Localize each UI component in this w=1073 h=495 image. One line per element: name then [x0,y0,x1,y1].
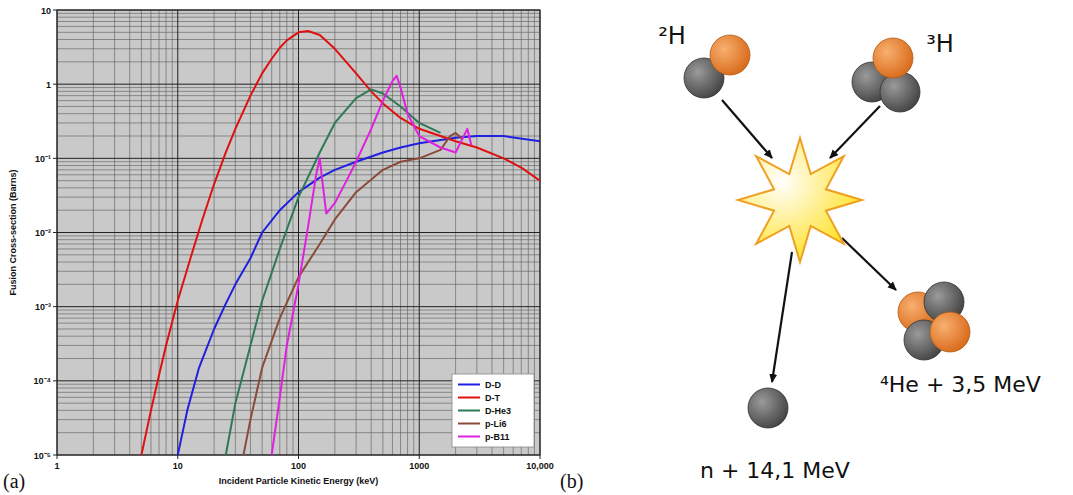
grid-y [57,232,540,233]
figure: 1 10 100 1000 10,000 10 1 10⁻¹ 10⁻² 10⁻³ 10⁻⁴ 10⁻⁵ I… [0,0,1073,495]
panel-label: (b) [560,470,583,493]
legend-label: p-Li6 [485,419,507,429]
legend-label: D-T [485,393,500,403]
tick-label-y: 10⁻¹ [35,154,51,164]
legend-swatch [458,410,480,412]
tick-label-x: 10 [173,461,183,471]
panel-a: 1 10 100 1000 10,000 10 1 10⁻¹ 10⁻² 10⁻³ 10⁻⁴ 10⁻⁵ I… [8,6,554,487]
legend-box [452,374,534,447]
arrow [830,106,880,158]
proton [930,312,970,352]
product-label: ⁴He + 3,5 MeV [880,372,1041,397]
grid-y [57,84,540,85]
tick-label-y: 1 [46,80,51,90]
legend-label: D-D [485,380,501,390]
arrow [772,252,792,382]
proton [873,38,913,78]
tick-y [53,232,57,233]
tick-x [540,455,541,459]
plot-background [57,10,540,455]
tick-label-x: 1 [54,461,59,471]
arrow [842,238,896,290]
plot-frame [57,10,540,455]
legend-swatch [458,436,480,438]
series-line [243,133,462,455]
y-axis-title: Fusion Cross-section (Barns) [8,169,18,295]
tick-label-x: 10,000 [526,461,554,471]
panel-b: ²H ³H n + 14,1 MeV ⁴He + 3,5 MeV [658,22,1041,483]
series-line [226,89,441,455]
legend-label: p-B11 [485,432,510,442]
panel-label: (a) [3,470,25,493]
legend: D-D D-T D-He3 p-Li6 p-B11 [452,374,534,447]
tick-label-x: 100 [291,461,306,471]
tick-y [53,10,57,11]
tick-label-y: 10⁻³ [35,302,51,312]
arrow [722,100,772,158]
series-line [272,76,472,455]
tick-x [298,455,299,459]
tick-x [57,455,58,459]
legend-swatch [458,397,480,399]
series-line [178,136,540,455]
product-label: n + 14,1 MeV [700,458,850,483]
tick-y [53,84,57,85]
tick-label-y: 10⁻⁴ [34,376,51,386]
grid-y [57,306,540,307]
legend-label: D-He3 [485,406,511,416]
neutron [880,72,920,112]
series-line [141,31,540,455]
tick-x [419,455,420,459]
tick-y [53,380,57,381]
legend-swatch [458,384,480,386]
x-axis-title: Incident Particle Kinetic Energy (keV) [219,476,379,486]
reactant-label: ³H [926,30,954,58]
reactant-label: ²H [658,22,686,50]
proton [710,35,750,75]
legend-swatch [458,423,480,425]
fusion-burst [738,138,862,262]
grid-y [57,158,540,159]
curves [141,31,540,455]
tick-label-y: 10⁻² [35,228,51,238]
tick-label-x: 1000 [409,461,429,471]
neutron [748,388,788,428]
tick-y [53,455,57,456]
tick-label-y: 10 [41,6,51,16]
tick-y [53,306,57,307]
tick-x [177,455,178,459]
tick-label-y: 10⁻⁵ [34,451,51,461]
tick-y [53,158,57,159]
